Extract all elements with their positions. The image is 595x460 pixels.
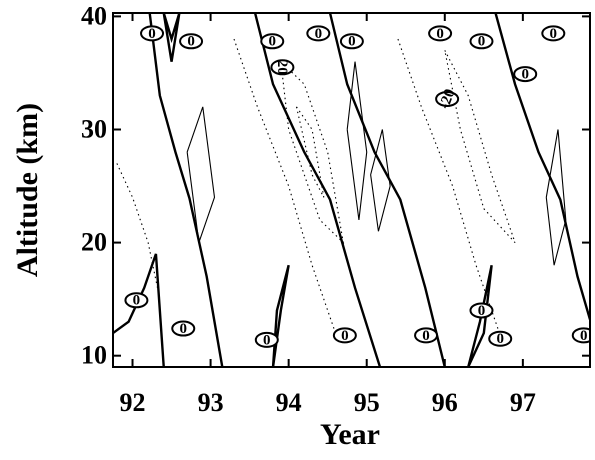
contour-label: 0 (148, 26, 156, 42)
contour-label: 0 (580, 328, 588, 344)
contour-label: 0 (436, 26, 444, 42)
label-background (469, 33, 494, 50)
contour-line (397, 38, 500, 334)
contour-label: 0 (133, 293, 141, 309)
y-axis-label: Altitude (km) (11, 103, 44, 277)
contour-label: 0 (348, 34, 356, 50)
contour-label: 0 (550, 26, 558, 42)
contour-line (280, 61, 345, 245)
label-background (469, 302, 494, 319)
contour-label: 0 (187, 34, 195, 50)
contour-label: 0 (341, 328, 349, 344)
contour-label: 0 (263, 332, 271, 348)
label-background (541, 25, 566, 42)
contour-line (545, 129, 567, 266)
x-tick-label: 93 (198, 388, 224, 417)
x-tick-label: 96 (432, 388, 458, 417)
label-background (306, 25, 331, 42)
contour-label: 0 (496, 331, 504, 347)
contour-line (148, 13, 224, 367)
y-tick-label: 20 (81, 228, 107, 257)
contour-line (346, 61, 368, 221)
label-background (414, 327, 439, 344)
contour-line (444, 50, 516, 243)
contour-label: 20 (274, 60, 290, 75)
label-background (179, 33, 204, 50)
label-background (332, 327, 357, 344)
label-background (171, 320, 196, 337)
label-background (140, 25, 165, 42)
contour-line (370, 129, 391, 232)
label-background (513, 66, 538, 83)
contour-line (116, 163, 161, 300)
contour-line (271, 264, 290, 367)
label-background (435, 90, 460, 107)
contour-label: 0 (521, 67, 529, 83)
contour-line (186, 106, 216, 243)
label-background (124, 292, 149, 309)
x-tick-label: 97 (510, 388, 536, 417)
contour-line (328, 13, 446, 367)
contour-line (295, 106, 325, 198)
contour-line (253, 13, 382, 367)
x-axis-label: Year (320, 418, 380, 451)
contour-label: 0 (478, 34, 486, 50)
label-background (339, 33, 364, 50)
contour-line (113, 253, 165, 367)
contour-line (162, 13, 181, 62)
y-tick-label: 40 (81, 1, 107, 30)
y-tick-label: 10 (81, 341, 107, 370)
label-background (428, 25, 453, 42)
label-background (260, 33, 285, 50)
plot-frame (112, 12, 591, 368)
contour-label: 0 (315, 26, 323, 42)
contour-label: 0 (180, 321, 188, 337)
contour-label: 0 (269, 34, 277, 50)
contour-line (494, 13, 590, 320)
label-background (270, 59, 295, 76)
x-tick-label: 92 (120, 388, 146, 417)
label-background (571, 327, 590, 344)
x-tick-label: 94 (276, 388, 302, 417)
contour-line (467, 264, 493, 367)
label-background (254, 331, 279, 348)
contour-label: 0 (478, 303, 486, 319)
contour-label: -20 (437, 87, 459, 111)
x-tick-label: 95 (354, 388, 380, 417)
y-tick-label: 30 (81, 114, 107, 143)
contour-label: 0 (422, 328, 430, 344)
label-background (488, 330, 513, 347)
